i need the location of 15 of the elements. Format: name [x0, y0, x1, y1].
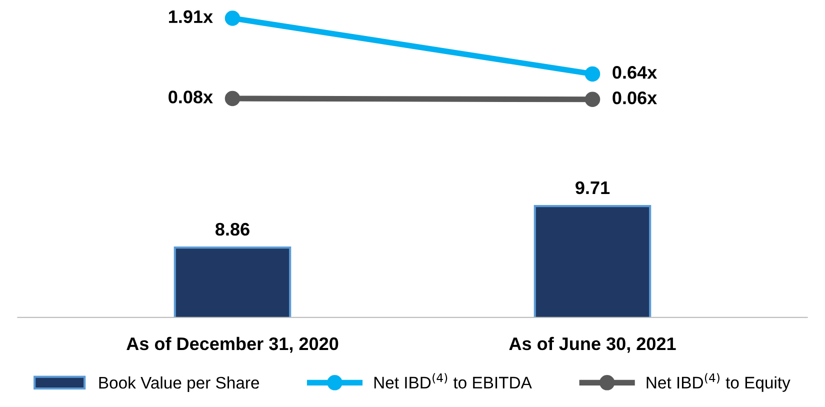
legend-label: Net IBD$^{(4)}$ to Equity — [646, 373, 790, 392]
point — [584, 92, 600, 108]
point — [584, 66, 600, 82]
data-label: 0.64x — [612, 66, 657, 79]
x-tick-label: As of December 31, 2020 — [126, 336, 338, 353]
data-label: 0.06x — [612, 91, 657, 104]
legend-label: Book Value per Share — [99, 376, 260, 392]
legend-label: Net IBD$^{(4)}$ to EBITDA — [374, 373, 532, 389]
data-label: 1.91x — [169, 10, 213, 24]
data-label: 9.71 — [576, 181, 610, 194]
data-label: 0.08x — [168, 90, 213, 104]
point — [224, 90, 240, 106]
point — [224, 10, 240, 26]
data-label: 8.86 — [216, 222, 250, 236]
x-tick-label: As of June 30, 2021 — [509, 336, 676, 353]
